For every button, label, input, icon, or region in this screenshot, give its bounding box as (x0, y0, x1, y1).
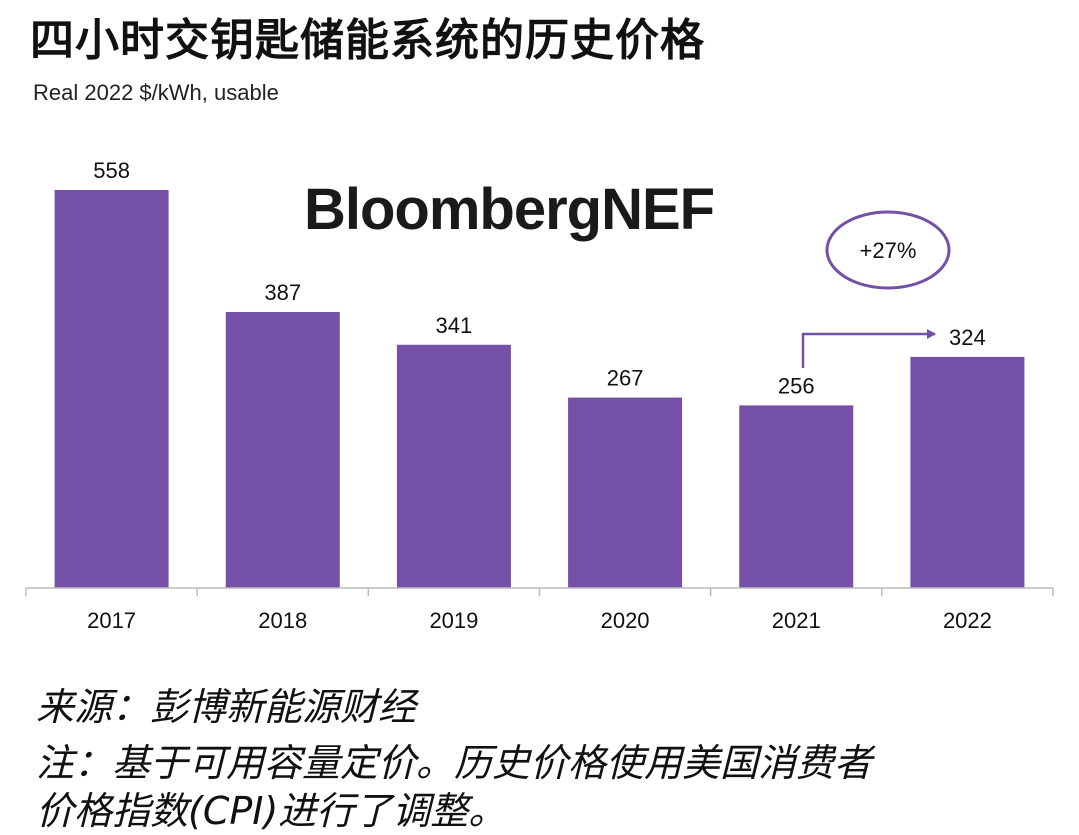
x-tick-label-2017: 2017 (87, 608, 136, 633)
x-tick-label-2019: 2019 (429, 608, 478, 633)
value-labels-layer: 558 387 341 267 256 324 (93, 158, 986, 398)
footnote-line-1: 注：基于可用容量定价。历史价格使用美国消费者 (36, 741, 873, 785)
bar-2022 (910, 356, 1025, 588)
bar-2019 (396, 344, 511, 588)
chart-unit-subtitle: Real 2022 $/kWh, usable (33, 80, 279, 105)
chart-title: 四小时交钥匙储能系统的历史价格 (30, 15, 705, 66)
bar-2021 (739, 405, 854, 588)
change-annotation: +27% (801, 210, 951, 368)
x-tick-label-2020: 2020 (601, 608, 650, 633)
change-label: +27% (860, 238, 917, 263)
value-label-2018: 387 (264, 280, 301, 305)
value-label-2017: 558 (93, 158, 130, 183)
bar-2020 (568, 397, 683, 588)
bar-2018 (225, 311, 340, 588)
value-label-2021: 256 (778, 373, 815, 398)
change-ellipse (825, 210, 951, 290)
x-axis: 2017 2018 2019 2020 2021 2022 (25, 587, 1054, 633)
bars-layer (54, 190, 1025, 588)
value-label-2019: 341 (436, 313, 473, 338)
x-tick-label-2022: 2022 (943, 608, 992, 633)
source-note: 来源：彭博新能源财经 (36, 685, 417, 729)
value-label-2020: 267 (607, 366, 644, 391)
bar-2017 (54, 190, 169, 588)
x-tick-label-2021: 2021 (772, 608, 821, 633)
bloombergnef-logo: BloombergNEF (304, 177, 715, 242)
x-tick-label-2018: 2018 (258, 608, 307, 633)
change-arrow (801, 329, 936, 368)
footnote-line-2: 价格指数(CPI)进行了调整。 (36, 789, 507, 833)
value-label-2022: 324 (949, 325, 986, 350)
